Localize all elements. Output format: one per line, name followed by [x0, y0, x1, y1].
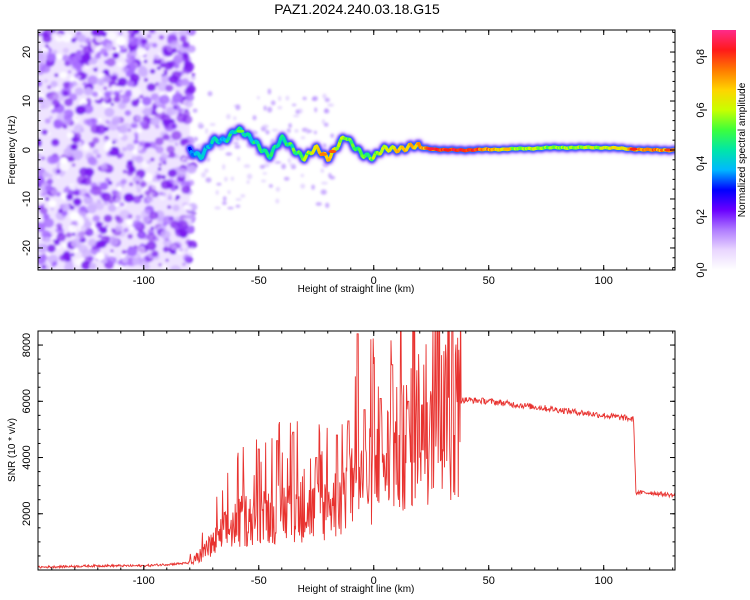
snr-x-tick-label: 100 [595, 575, 613, 587]
colorbar-tick-label: 0.0 [695, 262, 707, 277]
snr-panel: -100 -50 0 50 100 2000 4000 6000 8000 Height of… [7, 330, 676, 595]
colorbar-tick-label: 0.6 [695, 102, 707, 117]
spectrogram-y-tick-label: -20 [21, 240, 33, 256]
spectrogram-y-tick-label: -10 [21, 191, 33, 207]
snr-x-tick-label: 0 [371, 575, 377, 587]
colorbar-label: Normalized spectral amplitude [737, 82, 748, 217]
spectrogram-x-tick-label: -50 [251, 275, 267, 287]
spectrogram-noise-region [38, 30, 198, 270]
snr-y-tick-label: 4000 [21, 445, 33, 469]
ridge-peak [443, 148, 452, 152]
snr-x-axis-label: Height of straight line (km) [298, 584, 415, 595]
snr-frame [37, 330, 676, 571]
snr-x-tick-label: -50 [251, 575, 267, 587]
colorbar-gradient [712, 30, 736, 270]
ridge-peak [328, 149, 337, 154]
colorbar-tick-label: 0.2 [695, 209, 707, 224]
chart-title: PAZ1.2024.240.03.18.G15 [274, 1, 440, 17]
spectrogram-ridge [183, 121, 675, 167]
spectrogram-x-tick-label: 0 [371, 275, 377, 287]
spectrogram-x-tick-label: 50 [483, 275, 495, 287]
ridge-peak [236, 129, 245, 133]
snr-x-tick-label: 50 [483, 575, 495, 587]
spectrogram-x-tick-label: -100 [133, 275, 155, 287]
snr-y-axis-label: SNR (10 * v/v) [7, 418, 18, 482]
spectrogram-y-tick-label: 10 [21, 95, 33, 107]
snr-y-tick-label: 2000 [21, 502, 33, 526]
ridge-peak [503, 147, 512, 151]
snr-y-tick-label: 6000 [21, 389, 33, 413]
spectrogram-x-axis-label: Height of straight line (km) [298, 284, 415, 295]
spectrogram-x-tick-label: 100 [595, 275, 613, 287]
spectrogram-y-tick-label: 0 [21, 147, 33, 153]
ridge-peak [664, 148, 673, 152]
ridge-peak [629, 147, 638, 151]
colorbar-tick-label: 0.4 [695, 156, 707, 171]
colorbar: 0.0 0.2 0.4 0.6 0.8 Normalized spectral ampl… [695, 30, 748, 278]
ridge-peak [427, 147, 436, 151]
colorbar-tick-label: 0.8 [695, 49, 707, 64]
ridge-peak [319, 152, 328, 156]
spectrogram-y-axis-label: Frequency (Hz) [7, 116, 18, 185]
snr-x-tick-label: -100 [133, 575, 155, 587]
spectrogram-y-tick-label: 20 [21, 46, 33, 58]
snr-y-tick-label: 8000 [21, 333, 33, 357]
